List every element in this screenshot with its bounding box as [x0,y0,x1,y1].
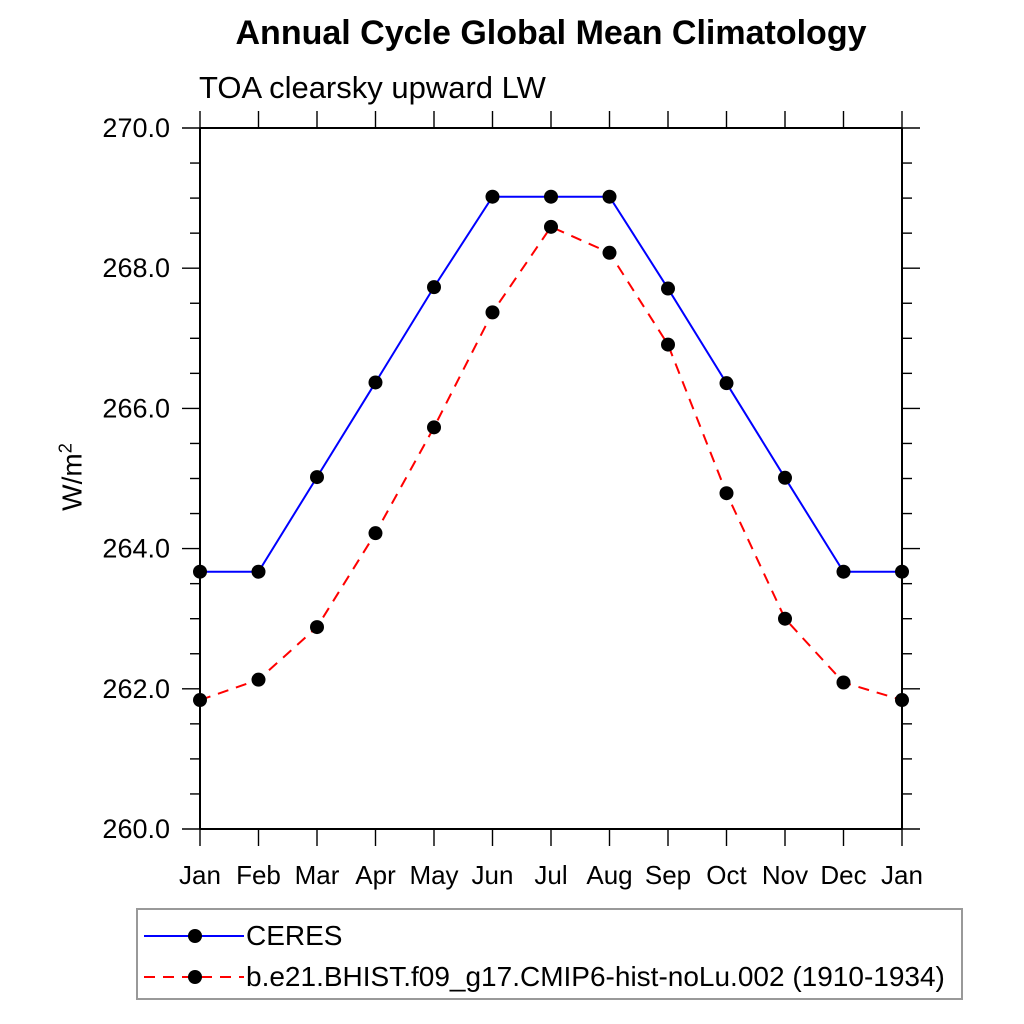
y-tick-label: 264.0 [102,534,170,564]
data-point-marker [310,470,324,485]
y-tick-label: 268.0 [102,253,170,283]
data-point-marker [719,376,734,391]
legend-row-ceres: CERES [142,915,961,956]
legend-marker-ceres-icon [188,929,202,943]
data-point-marker [193,693,207,708]
data-point-marker [368,526,383,541]
data-point-marker [193,564,207,579]
chart-subtitle: TOA clearsky upward LW [199,70,546,105]
y-tick-label: 266.0 [102,393,170,423]
data-point-marker [602,189,617,204]
x-tick-label: Aug [586,860,632,890]
data-point-marker [427,420,441,435]
data-point-marker [778,611,792,626]
series-line-0 [200,195,902,573]
legend-box: CERES b.e21.BHIST.f09_g17.CMIP6-hist-noL… [136,908,963,1000]
y-tick-label: 260.0 [102,814,170,844]
data-point-marker [661,281,675,296]
data-point-marker [310,620,324,635]
data-point-marker [544,219,558,234]
data-point-marker [895,693,909,708]
data-point-marker [895,564,909,579]
legend-row-model: b.e21.BHIST.f09_g17.CMIP6-hist-noLu.002 … [142,956,961,997]
x-tick-label: Jan [179,860,221,890]
x-tick-label: Jun [472,860,514,890]
y-tick-label: 262.0 [102,674,170,704]
x-tick-label: Sep [645,860,691,890]
legend-marker-model-icon [188,970,202,984]
data-point-marker [778,470,792,485]
legend-line-sample-model [144,970,244,984]
chart-title: Annual Cycle Global Mean Climatology [235,14,867,52]
x-tick-label: Mar [295,860,340,890]
data-point-marker [836,564,851,579]
data-point-marker [485,189,500,204]
data-point-marker [836,675,851,690]
x-tick-label: Dec [820,860,866,890]
data-point-marker [602,245,617,260]
data-point-marker [719,486,734,501]
data-point-marker [368,375,383,390]
x-tick-label: Feb [236,860,281,890]
legend-label-ceres: CERES [246,919,343,951]
x-tick-label: Oct [706,860,747,890]
data-point-marker [661,337,675,352]
legend-label-model: b.e21.BHIST.f09_g17.CMIP6-hist-noLu.002 … [246,960,945,992]
x-tick-label: Nov [762,860,808,890]
x-tick-label: Jan [881,860,923,890]
data-point-marker [251,672,266,687]
x-tick-label: Apr [355,860,396,890]
x-tick-label: May [409,860,458,890]
y-tick-label: 270.0 [102,113,170,143]
data-point-marker [544,189,558,204]
x-tick-label: Jul [534,860,567,890]
data-point-marker [251,564,266,579]
data-point-marker [485,305,500,320]
series-line-1 [199,225,903,701]
legend-line-sample-ceres [144,929,244,943]
data-point-marker [427,280,441,295]
